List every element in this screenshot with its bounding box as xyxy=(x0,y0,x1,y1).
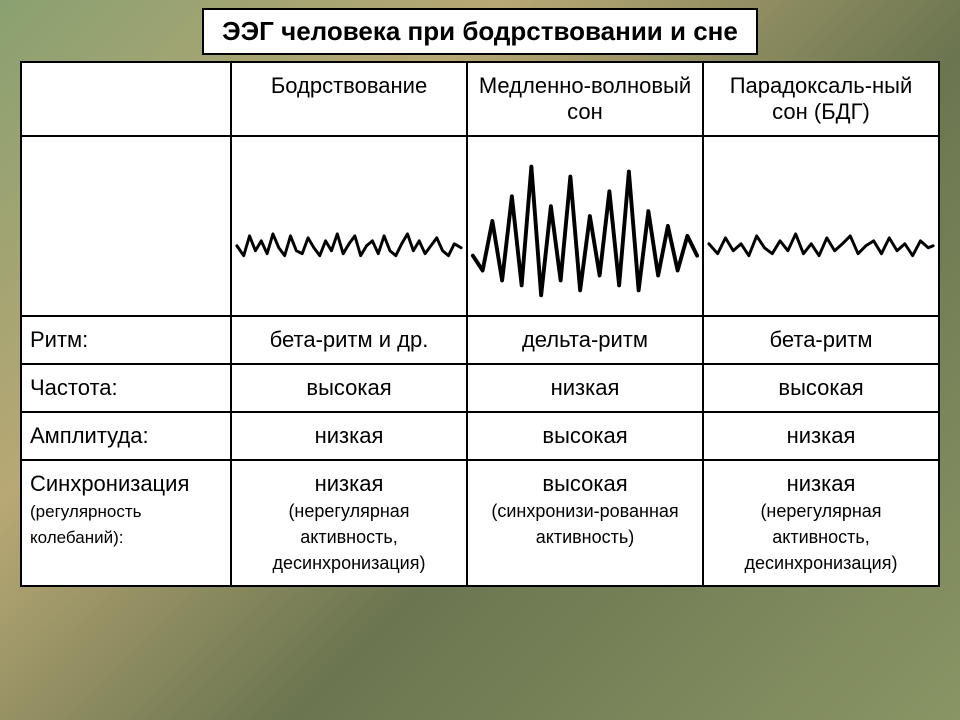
sync-row: Синхронизация (регулярность колебаний): … xyxy=(21,460,939,586)
header-empty xyxy=(21,62,231,136)
sync-c2: высокая (синхронизи-рованная активность) xyxy=(467,460,703,586)
wave-slowwave-icon xyxy=(468,137,702,315)
wave-slowwave-cell xyxy=(467,136,703,316)
sync-c2-sub: (синхронизи-рованная активность) xyxy=(491,501,678,547)
wave-wakeful-cell xyxy=(231,136,467,316)
title-box: ЭЭГ человека при бодрствовании и сне xyxy=(202,8,758,55)
frequency-c2: низкая xyxy=(467,364,703,412)
sync-c1-main: низкая xyxy=(315,471,384,496)
sync-c3-sub: (нерегулярная активность, десинхронизаци… xyxy=(745,501,898,573)
amplitude-c3: низкая xyxy=(703,412,939,460)
frequency-c3: высокая xyxy=(703,364,939,412)
header-row: Бодрствование Медленно-волновый сон Пара… xyxy=(21,62,939,136)
wave-paradox-icon xyxy=(704,137,938,315)
wave-row xyxy=(21,136,939,316)
col-header-slowwave: Медленно-волновый сон xyxy=(467,62,703,136)
amplitude-label: Амплитуда: xyxy=(21,412,231,460)
wave-paradox-cell xyxy=(703,136,939,316)
col-header-paradox: Парадоксаль-ный сон (БДГ) xyxy=(703,62,939,136)
wave-label-empty xyxy=(21,136,231,316)
amplitude-c1: низкая xyxy=(231,412,467,460)
frequency-row: Частота: высокая низкая высокая xyxy=(21,364,939,412)
amplitude-row: Амплитуда: низкая высокая низкая xyxy=(21,412,939,460)
frequency-c1: высокая xyxy=(231,364,467,412)
sync-c1-sub: (нерегулярная активность, десинхронизаци… xyxy=(273,501,426,573)
sync-label: Синхронизация (регулярность колебаний): xyxy=(21,460,231,586)
frequency-label: Частота: xyxy=(21,364,231,412)
wave-wakeful-icon xyxy=(232,137,466,315)
sync-c2-main: высокая xyxy=(542,471,627,496)
rhythm-c1: бета-ритм и др. xyxy=(231,316,467,364)
sync-c1: низкая (нерегулярная активность, десинхр… xyxy=(231,460,467,586)
sync-label-sub: (регулярность колебаний): xyxy=(30,502,141,547)
sync-c3: низкая (нерегулярная активность, десинхр… xyxy=(703,460,939,586)
rhythm-row: Ритм: бета-ритм и др. дельта-ритм бета-р… xyxy=(21,316,939,364)
rhythm-c2: дельта-ритм xyxy=(467,316,703,364)
col-header-wakeful: Бодрствование xyxy=(231,62,467,136)
sync-label-main: Синхронизация xyxy=(30,471,189,496)
sync-c3-main: низкая xyxy=(787,471,856,496)
rhythm-c3: бета-ритм xyxy=(703,316,939,364)
eeg-table: Бодрствование Медленно-волновый сон Пара… xyxy=(20,61,940,587)
page-title: ЭЭГ человека при бодрствовании и сне xyxy=(222,16,738,47)
rhythm-label: Ритм: xyxy=(21,316,231,364)
amplitude-c2: высокая xyxy=(467,412,703,460)
